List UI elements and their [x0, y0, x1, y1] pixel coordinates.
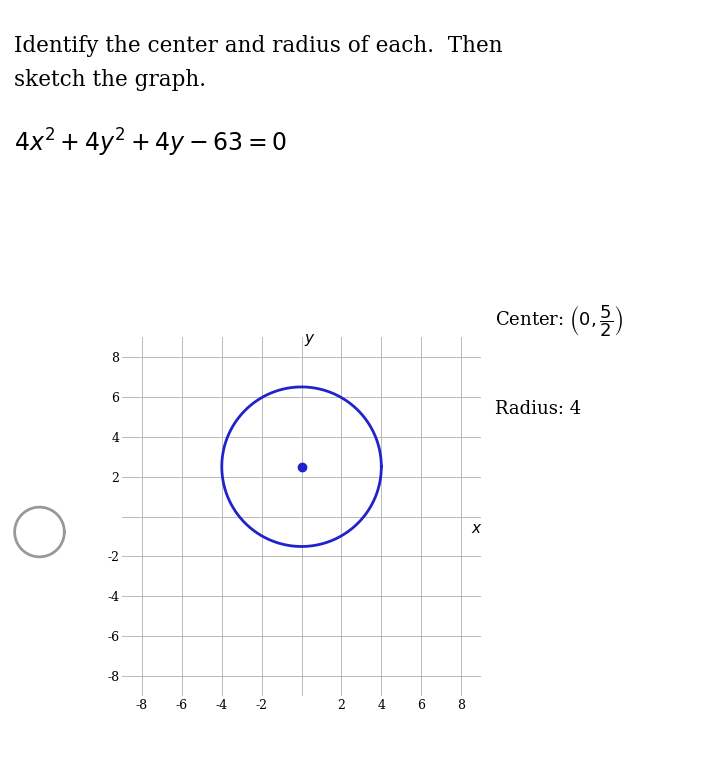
Text: sketch the graph.: sketch the graph.	[14, 69, 206, 92]
Text: Radius: 4: Radius: 4	[495, 399, 582, 418]
Text: $y$: $y$	[304, 332, 315, 348]
Text: Center: $\left(0, \dfrac{5}{2}\right)$: Center: $\left(0, \dfrac{5}{2}\right)$	[495, 303, 623, 338]
Text: $4x^2 + 4y^2 + 4y - 63 = 0$: $4x^2 + 4y^2 + 4y - 63 = 0$	[14, 127, 288, 160]
Text: Identify the center and radius of each.  Then: Identify the center and radius of each. …	[14, 35, 503, 57]
Text: $x$: $x$	[471, 521, 482, 536]
